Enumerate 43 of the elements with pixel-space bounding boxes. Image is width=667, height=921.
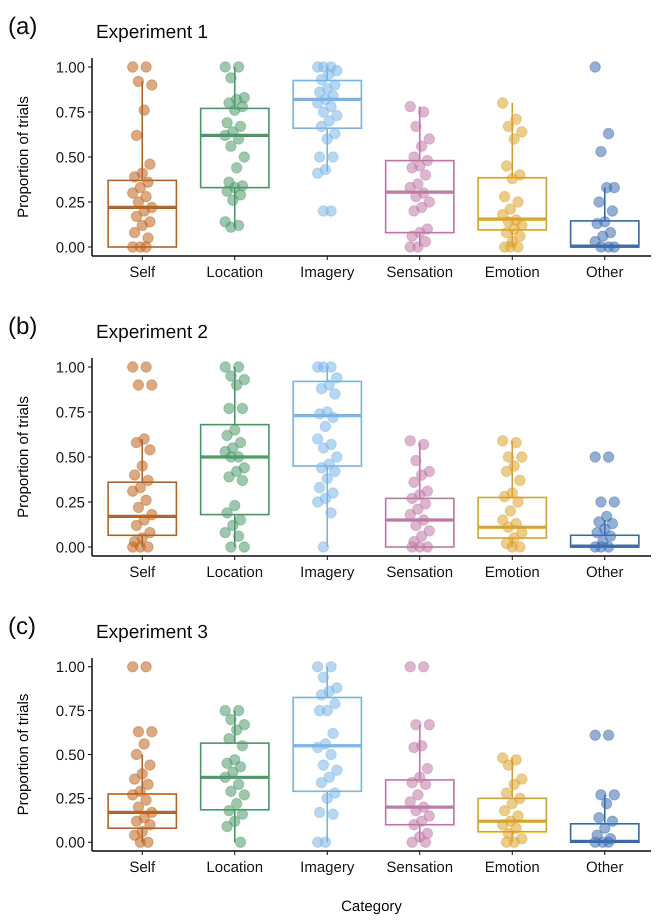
x-tick-label: Imagery [300, 264, 355, 281]
x-tick-label: Imagery [300, 859, 355, 876]
x-tick-label: Location [206, 264, 264, 281]
y-tick-label: 0.75 [56, 404, 85, 422]
x-tick-label: Self [129, 564, 156, 581]
y-tick-label: 1.00 [56, 59, 85, 76]
chart-title: Experiment 1 [96, 22, 208, 43]
text: (c) [8, 613, 36, 640]
y-tick-label: 1.00 [56, 659, 85, 676]
x-tick-label: Imagery [300, 564, 355, 581]
chart-title: Experiment 3 [96, 622, 208, 643]
y-axis-title: Proportion of trials [15, 396, 32, 518]
y-tick-label: 0.75 [56, 104, 85, 122]
x-tick-label: Sensation [386, 859, 454, 876]
y-axis-title: Proportion of trials [15, 694, 32, 816]
y-tick-label: 1.00 [56, 359, 85, 376]
y-tick-label: 0.00 [56, 239, 85, 256]
x-tick-label: Self [129, 264, 156, 281]
text: (b) [8, 313, 38, 340]
y-tick-label: 0.50 [56, 746, 85, 764]
y-tick-label: 0.75 [56, 702, 85, 720]
y-tick-label: 0.25 [56, 790, 85, 808]
x-tick-label: Sensation [386, 564, 454, 581]
x-tick-label: Emotion [484, 264, 540, 281]
text: (a) [8, 13, 38, 40]
x-tick-label: Location [206, 859, 264, 876]
x-tick-label: Emotion [484, 859, 540, 876]
chart-title: Experiment 2 [96, 322, 208, 343]
y-tick-label: 0.00 [56, 834, 85, 852]
x-tick-label: Location [206, 564, 264, 581]
x-tick-label: Other [586, 859, 624, 876]
x-tick-label: Emotion [484, 564, 540, 581]
x-tick-label: Self [129, 859, 156, 876]
y-tick-label: 0.25 [56, 494, 85, 512]
y-tick-label: 0.25 [56, 194, 85, 212]
y-tick-label: 0.50 [56, 149, 85, 166]
x-tick-label: Other [586, 264, 624, 281]
y-tick-label: 0.50 [56, 449, 85, 466]
y-axis-title: Proportion of trials [15, 96, 32, 218]
y-tick-label: 0.00 [56, 539, 85, 556]
x-tick-label: Sensation [386, 264, 454, 281]
x-tick-label: Other [586, 564, 624, 581]
x-axis-title: Category [341, 898, 402, 915]
